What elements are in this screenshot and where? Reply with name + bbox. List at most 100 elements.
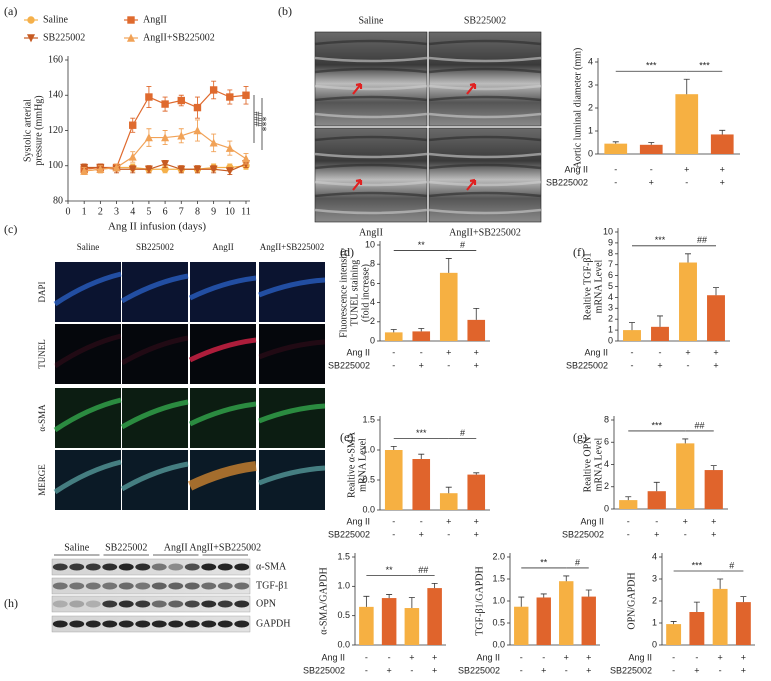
y-tick-label: 1.0: [492, 595, 505, 605]
condition-label: Ang II: [580, 516, 604, 526]
micrograph: [55, 262, 121, 322]
condition-label: Ang II: [321, 652, 345, 662]
tissue-band: [53, 397, 122, 433]
condition-sign: +: [654, 529, 659, 539]
blot-band: [168, 600, 184, 608]
point: [129, 121, 137, 129]
y-tick-label: 8: [604, 414, 609, 424]
column-label: AngII+SB225002: [260, 242, 325, 252]
significance-label: ##: [697, 235, 707, 245]
y-axis-label: Realtive TGF-β1: [582, 253, 593, 321]
y-tick-label: 8: [370, 259, 375, 269]
bar: [536, 597, 551, 645]
condition-sign: +: [474, 529, 479, 539]
legend-label: Saline: [43, 14, 69, 25]
bar: [735, 602, 751, 645]
error-bar: [653, 481, 660, 492]
error-bar: [717, 578, 724, 589]
tissue-stripe: [428, 152, 542, 159]
blot-band: [217, 620, 233, 628]
blot-band: [234, 600, 250, 608]
tissue-band: [258, 339, 326, 360]
blot-band: [69, 600, 85, 608]
bar: [651, 326, 669, 341]
y-axis-label: TGF-β1/GAPDH: [474, 566, 485, 636]
point: [177, 131, 186, 140]
blot-band: [102, 582, 118, 590]
y-axis-label: (fold increase): [360, 264, 371, 322]
point: [96, 164, 105, 173]
condition-sign: +: [541, 665, 546, 675]
tissue-stripe: [428, 191, 542, 198]
blot-band: [184, 582, 200, 590]
row-label: MERGE: [37, 464, 47, 496]
blot-band: [151, 563, 167, 571]
column-label: Saline: [77, 242, 100, 252]
bar: [676, 443, 695, 509]
condition-sign: +: [474, 360, 479, 370]
y-axis-label: Systolic arterial: [22, 99, 33, 162]
error-bar: [431, 583, 438, 589]
panel-label: (f): [573, 245, 585, 259]
error-bar: [629, 322, 635, 331]
point: [225, 167, 234, 176]
bar: [666, 624, 682, 645]
point: [127, 16, 135, 24]
tissue-stripe: [314, 208, 428, 215]
y-tick-label: 9: [608, 237, 613, 247]
y-tick-label: 3: [608, 303, 613, 313]
blot-band: [52, 582, 68, 590]
error-bar: [473, 307, 480, 320]
blot-band: [85, 582, 101, 590]
row-label: TUNEL: [37, 339, 47, 369]
y-tick-label: 2: [652, 595, 657, 605]
condition-sign: +: [741, 652, 746, 662]
error-bar: [390, 329, 397, 333]
tissue-band: [187, 461, 257, 491]
significance-label: #: [460, 428, 465, 438]
condition-sign: +: [683, 516, 688, 526]
tissue-stripe: [428, 163, 542, 170]
condition-sign: -: [672, 652, 675, 662]
condition-sign: +: [717, 652, 722, 662]
condition-sign: -: [447, 529, 450, 539]
blot-band: [135, 620, 151, 628]
y-tick-label: 4: [604, 459, 609, 469]
significance-label: ***: [692, 560, 703, 570]
tissue-stripe: [314, 163, 428, 170]
bar: [467, 319, 486, 341]
arrow: [352, 82, 363, 95]
group-label: AngII+SB225002: [189, 542, 261, 553]
bar: [384, 332, 403, 341]
condition-sign: -: [365, 665, 368, 675]
blot-band: [52, 600, 68, 608]
error-bar: [719, 129, 726, 135]
y-tick-label: 2: [604, 481, 609, 491]
significance-label: **: [386, 565, 394, 575]
condition-sign: +: [409, 652, 414, 662]
blot-band: [168, 563, 184, 571]
tissue-band: [258, 277, 326, 298]
y-tick-label: 80: [53, 195, 63, 206]
y-tick-label: 0.5: [362, 474, 375, 484]
condition-sign: +: [711, 529, 716, 539]
condition-sign: +: [419, 529, 424, 539]
y-axis-label: Realtive α-SMA: [346, 431, 357, 498]
micrograph: [259, 324, 325, 384]
condition-sign: -: [684, 529, 687, 539]
y-tick-label: 1: [588, 125, 593, 135]
panel-label: (c): [4, 222, 17, 236]
y-tick-label: 2: [588, 102, 593, 112]
blot-band: [217, 600, 233, 608]
condition-sign: +: [685, 347, 690, 357]
tissue-band: [53, 271, 122, 307]
point: [193, 165, 202, 174]
tissue-stripe: [428, 180, 542, 187]
condition-sign: +: [720, 177, 725, 187]
condition-sign: -: [420, 347, 423, 357]
point: [241, 154, 251, 163]
condition-sign: -: [627, 516, 630, 526]
y-tick-label: 10: [603, 226, 613, 236]
condition-sign: -: [631, 347, 634, 357]
